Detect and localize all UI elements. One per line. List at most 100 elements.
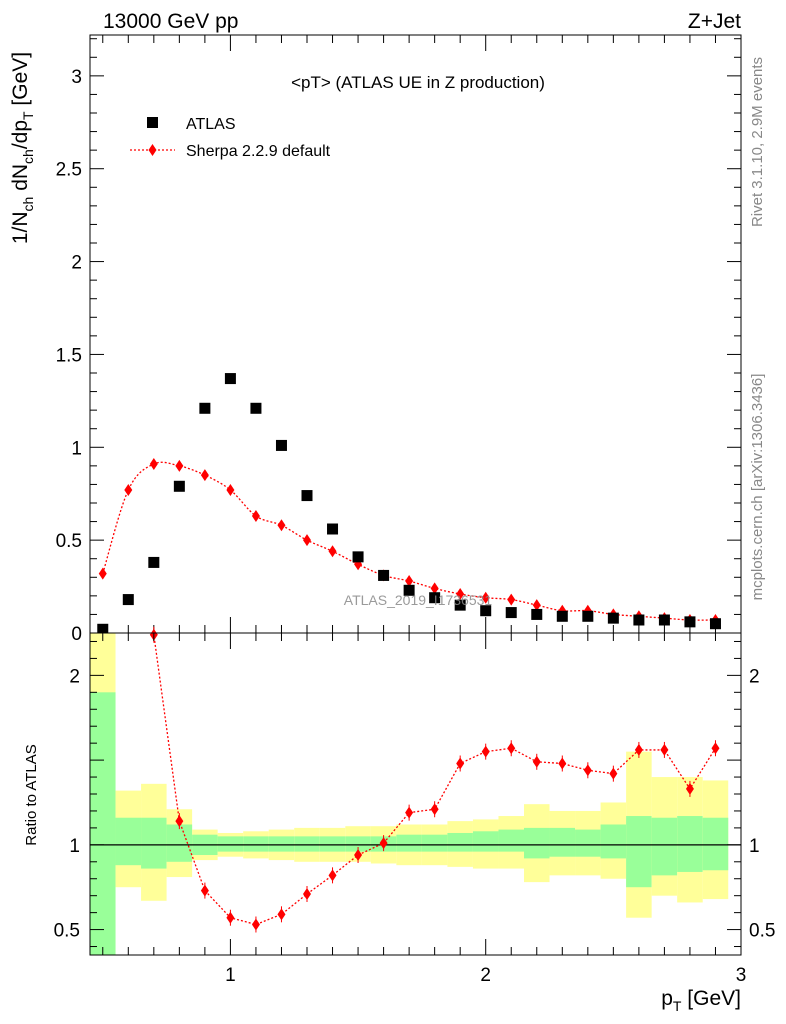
data-point xyxy=(327,523,339,535)
legend-data-label: ATLAS xyxy=(186,116,236,133)
mc-point xyxy=(328,545,337,558)
data-point xyxy=(709,618,721,630)
ratio-point xyxy=(430,803,439,816)
ratio-point xyxy=(303,887,311,900)
data-point xyxy=(684,616,696,628)
mc-point xyxy=(98,567,107,580)
legend: ATLAS Sherpa 2.2.9 default xyxy=(130,116,331,160)
data-point xyxy=(658,614,670,626)
uncertainty-band-inner xyxy=(345,836,371,852)
mc-point xyxy=(303,534,311,547)
main-panel: 0 0.5 1 1.5 2 2.5 3 <pT> (ATLAS UE in Z produc… xyxy=(9,34,742,645)
ratio-y-axis-label: Ratio to ATLAS xyxy=(23,744,40,845)
x-tick-label: 2 xyxy=(480,965,491,986)
ratio-point xyxy=(200,884,209,897)
x-tick-label: 1 xyxy=(225,965,236,986)
ratio-point xyxy=(481,745,490,758)
data-point xyxy=(199,402,211,414)
ratio-point xyxy=(583,764,592,777)
mc-point xyxy=(532,599,541,612)
ratio-y-tick-label-right: 0.5 xyxy=(749,921,775,942)
uncertainty-band-inner xyxy=(268,836,295,852)
uncertainty-band-inner xyxy=(702,817,729,871)
uncertainty-band-inner xyxy=(447,832,473,852)
header-energy-label: 13000 GeV pp xyxy=(103,10,238,33)
uncertainty-band-inner xyxy=(549,827,576,857)
mc-point xyxy=(456,588,465,600)
uncertainty-band-inner xyxy=(677,816,703,872)
ratio-x-axis-label: pT [GeV] xyxy=(661,987,741,1014)
main-y-tick-label: 1.5 xyxy=(56,345,82,366)
data-point xyxy=(122,594,134,606)
uncertainty-band-inner xyxy=(141,817,167,869)
uncertainty-band-inner xyxy=(294,836,320,852)
data-point xyxy=(403,584,415,596)
ratio-point xyxy=(379,837,388,850)
ratio-point xyxy=(354,849,363,862)
ratio-y-tick-label-left: 2 xyxy=(69,666,80,687)
uncertainty-band-inner xyxy=(421,834,448,852)
data-point xyxy=(429,592,441,604)
main-y-tick-label: 2.5 xyxy=(56,160,82,181)
ratio-point xyxy=(532,755,541,768)
plot-title: <pT> (ATLAS UE in Z production) xyxy=(291,73,545,92)
uncertainty-band-inner xyxy=(575,829,601,857)
uncertainty-band-inner xyxy=(319,836,346,852)
legend-mc-label: Sherpa 2.2.9 default xyxy=(186,143,331,160)
uncertainty-band-inner xyxy=(651,817,678,876)
mc-point xyxy=(405,575,414,587)
main-y-tick-label: 1 xyxy=(71,438,82,459)
ratio-curve xyxy=(153,633,717,926)
ratio-point xyxy=(609,767,618,780)
header-process-label: Z+Jet xyxy=(688,10,741,33)
data-point xyxy=(454,599,466,611)
data-point xyxy=(378,569,390,581)
ratio-point xyxy=(558,757,567,770)
analysis-watermark: ATLAS_2019_I1736531 xyxy=(344,592,493,608)
ratio-panel: 0.5 0.5 1 1 2 2 1 2 3 Ratio to ATLAS pT [GeV] xyxy=(23,626,775,1014)
uncertainty-band-inner xyxy=(166,824,193,862)
mc-point xyxy=(175,459,184,472)
data-point xyxy=(556,610,568,622)
mc-point xyxy=(124,484,133,496)
uncertainty-band-inner xyxy=(472,831,499,852)
data-point xyxy=(275,439,287,451)
ratio-y-tick-label-left: 1 xyxy=(69,836,80,857)
ratio-point xyxy=(685,782,694,795)
x-tick-label: 3 xyxy=(736,965,747,986)
data-point xyxy=(173,480,185,492)
ratio-point xyxy=(711,742,720,755)
ratio-point xyxy=(175,815,184,828)
mc-point xyxy=(430,582,439,595)
ratio-point xyxy=(277,908,286,921)
rivet-version-label: Rivet 3.1.10, 2.9M events xyxy=(749,57,766,227)
data-point xyxy=(148,556,160,568)
mc-point xyxy=(200,469,209,482)
ratio-point xyxy=(456,757,465,770)
data-point xyxy=(224,373,236,385)
uncertainty-band-inner xyxy=(115,817,142,866)
ratio-point xyxy=(226,911,235,924)
mc-point xyxy=(226,484,235,496)
ratio-point xyxy=(405,806,414,819)
uncertainty-band-inner xyxy=(524,827,550,859)
legend-data-marker xyxy=(147,117,158,128)
mcplots-reference-label: mcplots.cern.ch [arXiv:1306.3436] xyxy=(749,374,766,601)
data-point xyxy=(505,607,517,619)
data-point xyxy=(250,402,262,414)
uncertainty-band-inner xyxy=(396,834,422,852)
data-point xyxy=(607,612,619,624)
main-y-axis-label: 1/Nch dNch/dpT [GeV] xyxy=(9,52,36,244)
uncertainty-band-inner xyxy=(626,816,652,888)
ratio-y-tick-label-left: 0.5 xyxy=(54,921,80,942)
ratio-point xyxy=(634,743,643,756)
ratio-point xyxy=(251,918,260,931)
uncertainty-band-inner xyxy=(498,829,524,852)
data-point xyxy=(301,490,313,502)
ratio-point xyxy=(328,869,337,882)
data-point xyxy=(531,608,543,620)
data-point xyxy=(633,614,645,626)
ratio-point xyxy=(660,743,669,756)
uncertainty-band-inner xyxy=(243,836,269,852)
